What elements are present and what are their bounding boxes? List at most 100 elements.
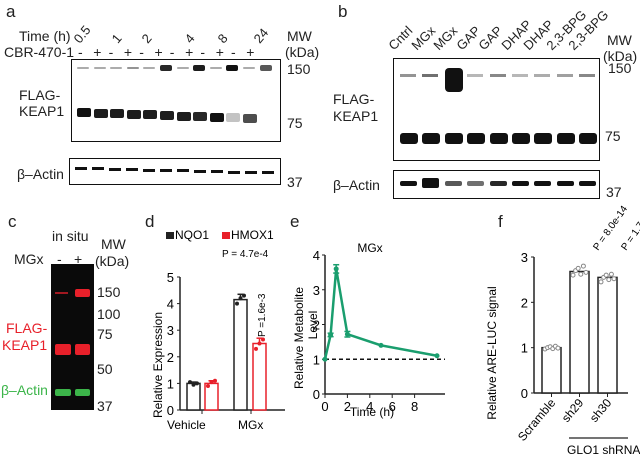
- data-point: [235, 301, 239, 306]
- band-keap1: [467, 133, 486, 144]
- data-point: [238, 296, 243, 301]
- band-150-plus: [75, 289, 90, 297]
- xtick-label-sh30: sh30: [587, 396, 615, 425]
- xtick-mgx: MGx: [238, 418, 263, 432]
- sign-label: -: [108, 44, 114, 60]
- mw-marker-100-c: 100: [97, 306, 121, 322]
- legend-label-hmox1: HMOX1: [231, 228, 274, 242]
- band-150: [110, 67, 123, 69]
- legend-swatch-nqo1: [166, 232, 174, 239]
- band-keap1: [444, 133, 463, 144]
- panel-c-letter: c: [8, 212, 17, 231]
- data-point: [191, 382, 196, 387]
- xtick-label-e: 4: [366, 399, 373, 414]
- band-actin: [262, 171, 274, 175]
- band-150: [226, 65, 239, 71]
- protein-label-1-c: FLAG-: [6, 320, 48, 336]
- panel-b-letter: b: [338, 2, 348, 21]
- data-point: [570, 272, 576, 278]
- band-keap1: [143, 110, 158, 120]
- data-point: [378, 342, 384, 348]
- ytick-label-d: 4: [167, 297, 174, 312]
- xtick-label-e: 0: [321, 399, 328, 414]
- band-actin: [211, 170, 223, 174]
- band-actin: [245, 171, 257, 174]
- ylabel-d: Relative Expression: [151, 312, 165, 418]
- band-actin: [92, 167, 104, 171]
- mgx-label-c: MGx: [14, 251, 44, 267]
- kda-label-b: (kDa): [603, 48, 638, 64]
- xtick-vehicle: Vehicle: [167, 418, 206, 432]
- band-actin: [126, 168, 138, 172]
- band-actin: [177, 169, 189, 173]
- legend-d: NQO1 HMOX1: [166, 228, 274, 242]
- chart-f: Relative ARE-LUC signal P = 8.0e-14 P = …: [485, 204, 640, 457]
- mw-label-b: MW: [607, 32, 632, 48]
- sign-label: +: [246, 44, 255, 60]
- mw-marker-150-b: 150: [608, 60, 632, 76]
- legend-label-nqo1: NQO1: [175, 228, 209, 242]
- mw-label-c: MW: [101, 236, 126, 252]
- kda-label-c: (kDa): [95, 253, 130, 269]
- protein-label-2-c: KEAP1: [2, 337, 48, 353]
- sign-label: +: [215, 44, 224, 60]
- band-150: [77, 67, 89, 69]
- band-actin: [534, 181, 552, 186]
- ylabel-f: Relative ARE-LUC signal: [485, 286, 499, 419]
- data-point: [611, 276, 617, 282]
- data-point: [575, 265, 581, 271]
- sign-label: +: [93, 44, 102, 60]
- mw-marker-150: 150: [287, 61, 311, 77]
- band-keap1: [126, 109, 141, 119]
- band-150: [193, 65, 206, 71]
- band-actin: [75, 167, 87, 170]
- sign-label: -: [78, 44, 83, 60]
- band-150-minus: [55, 292, 68, 294]
- mw-marker-75-c: 75: [97, 326, 113, 342]
- protein-label-1: FLAG-: [19, 87, 61, 103]
- band-150: [444, 68, 463, 92]
- band-150: [400, 74, 416, 77]
- band-actin: [444, 181, 462, 186]
- protein-label-2-b: KEAP1: [333, 108, 379, 124]
- actin-blot-b: [393, 170, 600, 199]
- band-actin: [489, 181, 507, 186]
- mw-marker-75-b: 75: [605, 128, 621, 144]
- sign-label: -: [200, 44, 206, 60]
- mw-marker-50-c: 50: [97, 361, 113, 377]
- ytick-label-f: 0: [521, 386, 528, 401]
- ytick-label-e: 1: [313, 352, 320, 367]
- panel-e-letter: e: [290, 212, 300, 231]
- data-point: [188, 380, 192, 385]
- ylabel-e-1: Relative Metabolite: [292, 287, 306, 389]
- ytick-label-d: 0: [167, 403, 174, 418]
- data-point: [434, 353, 440, 359]
- sign-label: +: [185, 44, 194, 60]
- mw-marker-37-c: 37: [97, 398, 113, 414]
- band-keap1-minus: [55, 344, 71, 355]
- in-situ-title: in situ: [52, 228, 89, 244]
- band-keap1-plus: [75, 344, 90, 355]
- annotation-p1: P = 4.7e-4: [222, 249, 269, 260]
- kda-label: (kDa): [285, 44, 320, 60]
- fluorescent-blot-c: [51, 264, 94, 410]
- band-keap1: [512, 133, 530, 144]
- data-point: [254, 346, 258, 351]
- data-point: [580, 263, 586, 269]
- band-keap1: [489, 133, 508, 144]
- ytick-label-e: 2: [313, 318, 320, 333]
- data-point: [261, 337, 265, 342]
- xlabel-e: Time (h): [350, 405, 394, 419]
- band-150: [579, 74, 596, 77]
- band-keap1: [534, 133, 553, 144]
- group-label: GLO1 shRNAs: [567, 443, 640, 457]
- band-actin-minus: [55, 389, 71, 396]
- ytick-label-e: 3: [313, 283, 320, 298]
- band-150: [243, 67, 255, 69]
- data-point: [195, 381, 199, 386]
- chart-d: NQO1 HMOX1 P = 4.7e-4 P =1.6e-3 Relative…: [151, 228, 285, 432]
- data-point: [555, 345, 561, 351]
- time-label-0: 0.5: [70, 22, 94, 46]
- band-150: [259, 65, 272, 71]
